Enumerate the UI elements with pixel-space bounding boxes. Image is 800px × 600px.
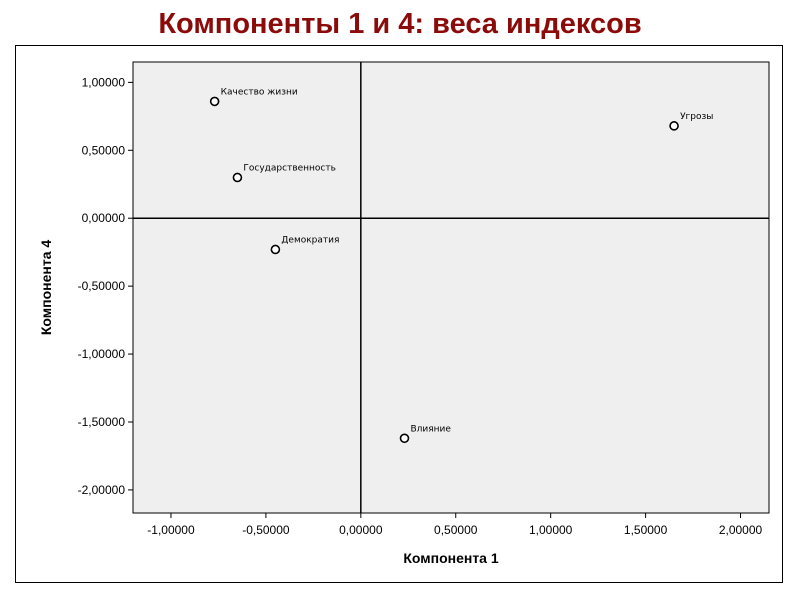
x-tick-label: 1,50000 bbox=[624, 523, 668, 537]
y-tick-label: 1,00000 bbox=[82, 75, 126, 89]
x-tick-label: 2,00000 bbox=[719, 523, 763, 537]
data-point-label: Качество жизни bbox=[221, 87, 298, 97]
x-axis-title: Компонента 1 bbox=[403, 550, 499, 566]
data-point-label: Государственность bbox=[243, 163, 336, 173]
data-point-label: Угрозы bbox=[680, 112, 713, 122]
x-tick-label: -1,00000 bbox=[147, 523, 195, 537]
data-point bbox=[209, 96, 220, 107]
slide-title: Компоненты 1 и 4: веса индексов bbox=[158, 8, 642, 40]
y-tick-label: -0,50000 bbox=[78, 279, 126, 293]
scatter-chart: 1,00000 0,50000 0,00000 -0,50000 -1,00000 -1,… bbox=[38, 61, 770, 566]
y-tick-label: -1,00000 bbox=[78, 347, 126, 361]
data-point bbox=[669, 121, 679, 131]
x-tick-label: -0,50000 bbox=[242, 523, 290, 537]
plot-area bbox=[132, 61, 770, 514]
data-point-label: Влияние bbox=[410, 424, 451, 434]
y-axis-title: Компонента 4 bbox=[38, 240, 54, 336]
data-point bbox=[270, 244, 281, 255]
y-tick-label: 0,00000 bbox=[82, 211, 126, 225]
data-point-label: Демократия bbox=[281, 235, 339, 245]
data-point bbox=[399, 433, 410, 444]
x-tick-label: 0,00000 bbox=[339, 523, 383, 537]
x-tick-label: 0,50000 bbox=[434, 523, 478, 537]
y-tick-label: -1,50000 bbox=[78, 415, 126, 429]
y-tick-label: -2,00000 bbox=[78, 483, 126, 497]
chart-frame: 1,00000 0,50000 0,00000 -0,50000 -1,00000 -1,… bbox=[15, 45, 783, 583]
y-tick-label: 0,50000 bbox=[82, 143, 126, 157]
x-tick-label: 1,00000 bbox=[529, 523, 573, 537]
data-point bbox=[232, 172, 243, 183]
